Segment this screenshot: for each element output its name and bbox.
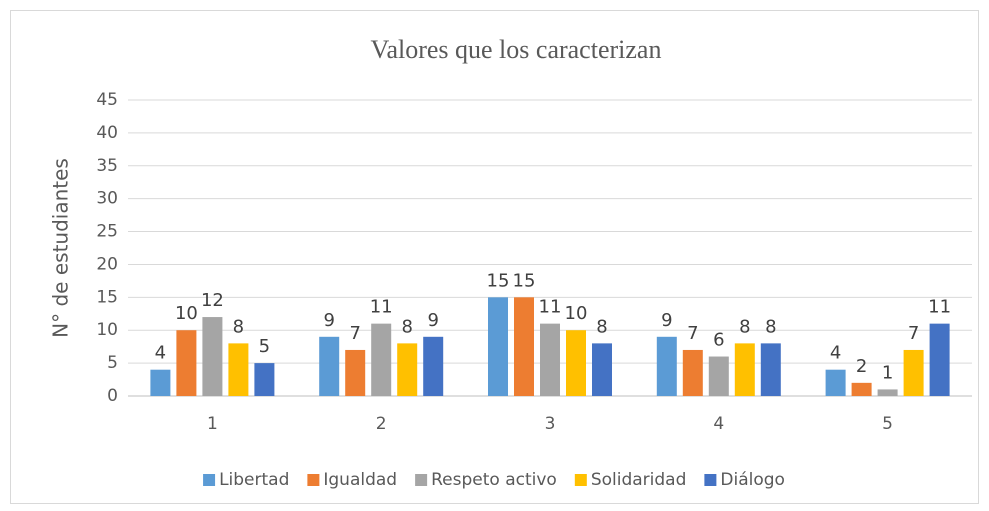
bar	[397, 343, 418, 396]
data-label: 9	[427, 310, 438, 331]
bar	[903, 349, 924, 396]
data-label: 6	[713, 330, 724, 351]
data-label: 10	[175, 303, 198, 324]
bar	[514, 297, 534, 396]
legend-label: Diálogo	[720, 470, 785, 490]
bar	[202, 317, 223, 396]
x-tick-label: 1	[207, 414, 218, 434]
bar	[319, 336, 340, 396]
y-tick-label: 25	[96, 222, 118, 242]
legend-swatch	[415, 474, 428, 486]
chart-border	[10, 10, 979, 504]
data-label: 8	[596, 316, 607, 337]
legend-swatch	[574, 474, 587, 486]
y-tick-label: 35	[96, 156, 118, 176]
data-label: 11	[928, 297, 951, 318]
data-label: 15	[487, 270, 510, 291]
y-axis-title: N° de estudiantes	[49, 158, 73, 338]
data-label: 7	[687, 323, 698, 344]
bar	[851, 382, 872, 396]
bar	[228, 343, 249, 396]
bar	[488, 297, 508, 396]
x-tick-label: 2	[376, 414, 387, 434]
data-label: 12	[201, 290, 224, 311]
y-tick-label: 40	[96, 123, 118, 143]
data-label: 4	[155, 343, 166, 364]
data-label: 7	[349, 323, 360, 344]
legend-swatch	[203, 474, 216, 486]
legend-swatch	[307, 474, 320, 486]
bar	[566, 330, 586, 396]
legend-label: Igualdad	[323, 470, 397, 490]
bar	[877, 389, 898, 396]
data-label: 5	[259, 336, 270, 357]
y-tick-label: 5	[107, 353, 118, 373]
y-tick-label: 45	[96, 90, 118, 110]
data-label: 10	[565, 303, 588, 324]
y-tick-label: 30	[96, 189, 118, 209]
data-label: 11	[539, 297, 562, 318]
data-label: 8	[401, 316, 412, 337]
legend-swatch	[704, 474, 717, 486]
bar	[734, 343, 755, 396]
bar	[176, 330, 197, 396]
y-tick-label: 10	[96, 320, 118, 340]
y-tick-label: 0	[107, 386, 118, 406]
bar	[423, 336, 444, 396]
bar	[682, 349, 703, 396]
bar	[825, 369, 846, 396]
y-tick-label: 20	[96, 254, 118, 274]
legend-label: Respeto activo	[431, 470, 557, 490]
bar	[150, 369, 171, 396]
bar	[656, 336, 677, 396]
bar	[708, 356, 729, 396]
bar	[254, 363, 275, 396]
data-label: 9	[323, 310, 334, 331]
data-label: 15	[513, 270, 536, 291]
y-tick-label: 15	[96, 287, 118, 307]
data-label: 2	[856, 356, 867, 377]
chart-title: Valores que los caracterizan	[371, 35, 662, 64]
x-tick-label: 5	[882, 414, 893, 434]
legend-label: Libertad	[219, 470, 289, 490]
data-label: 1	[882, 362, 893, 383]
x-tick-label: 4	[713, 414, 724, 434]
data-label: 11	[370, 297, 393, 318]
bar	[345, 349, 366, 396]
bar	[592, 343, 612, 396]
bar	[929, 323, 950, 396]
data-label: 4	[830, 343, 841, 364]
data-label: 8	[739, 316, 750, 337]
x-tick-label: 3	[545, 414, 556, 434]
bar	[371, 323, 392, 396]
data-label: 8	[233, 316, 244, 337]
legend-label: Solidaridad	[591, 470, 687, 490]
data-label: 9	[661, 310, 672, 331]
bar	[540, 323, 560, 396]
data-label: 7	[908, 323, 919, 344]
bar	[760, 343, 781, 396]
data-label: 8	[765, 316, 776, 337]
